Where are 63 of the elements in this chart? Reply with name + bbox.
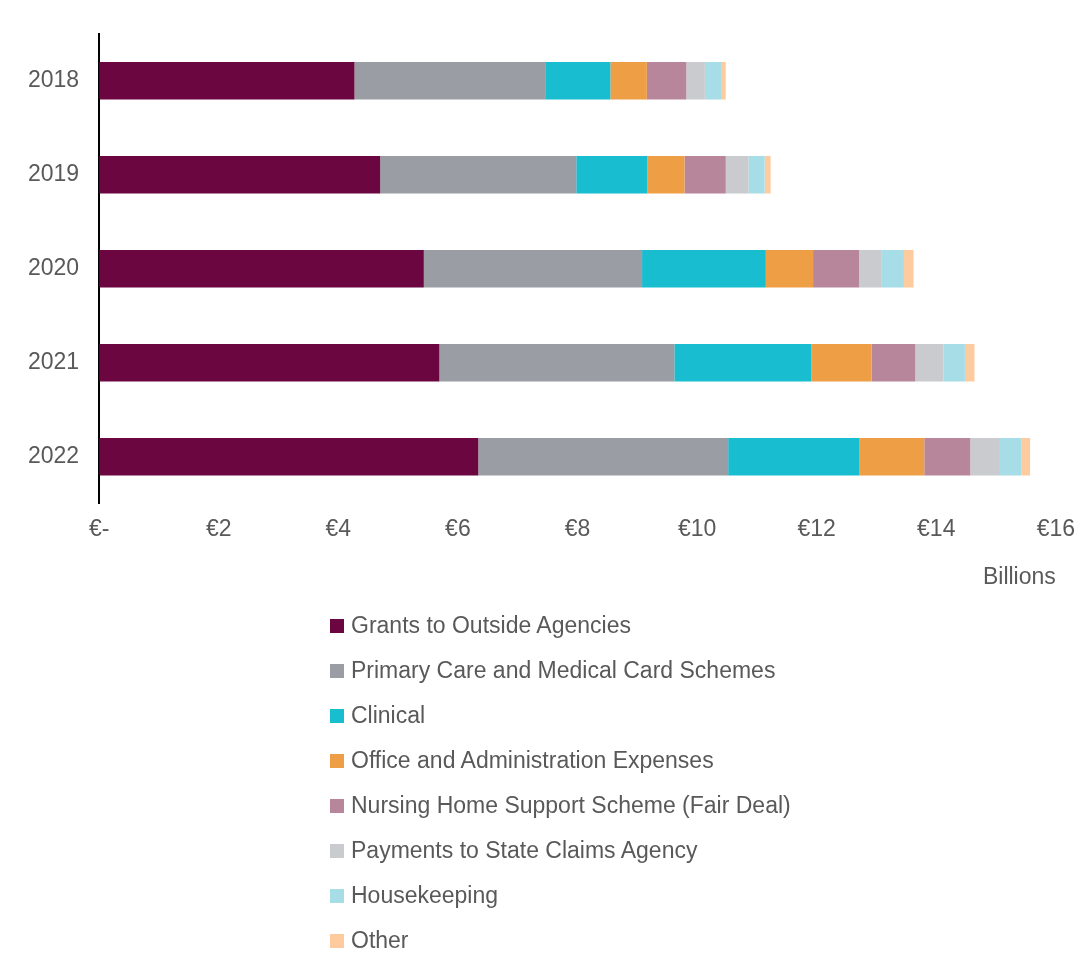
y-tick-label: 2022 — [27, 442, 80, 469]
bar — [881, 250, 904, 288]
bar — [871, 344, 916, 382]
bar — [943, 344, 965, 382]
bar — [704, 62, 721, 100]
x-tick-label: €6 — [445, 514, 471, 541]
legend-label: Clinical — [351, 702, 426, 729]
legend-label: Housekeeping — [351, 882, 499, 909]
x-tick-label: €8 — [564, 514, 591, 541]
bar — [915, 344, 944, 382]
bar — [964, 344, 975, 382]
legend-label: Grants to Outside Agencies — [351, 612, 631, 639]
bar — [686, 62, 705, 100]
x-tick-label: €- — [88, 514, 110, 541]
bar — [545, 62, 611, 100]
bar — [728, 438, 860, 476]
bar — [970, 438, 1000, 476]
bar — [646, 62, 687, 100]
legend-label: Office and Administration Expenses — [351, 747, 714, 774]
bar — [684, 156, 726, 194]
x-tick-label: €10 — [677, 514, 717, 541]
x-tick-label: €2 — [205, 514, 232, 541]
bar — [380, 156, 577, 194]
bar — [811, 344, 872, 382]
x-tick-label: €16 — [1036, 514, 1075, 541]
bar — [439, 344, 675, 382]
bar — [924, 438, 971, 476]
bar — [859, 250, 882, 288]
x-tick-label: €14 — [917, 514, 956, 541]
legend-label: Nursing Home Support Scheme (Fair Deal) — [351, 792, 791, 819]
bar — [725, 156, 749, 194]
bar — [99, 438, 479, 476]
bar — [1021, 438, 1031, 476]
legend-label: Primary Care and Medical Card Schemes — [351, 657, 776, 684]
y-tick-label: 2019 — [27, 160, 80, 187]
legend-label: Other — [351, 927, 409, 954]
bar — [765, 250, 814, 288]
bar — [99, 250, 424, 288]
bar — [642, 250, 766, 288]
bar — [903, 250, 914, 288]
bar — [813, 250, 860, 288]
bar — [99, 344, 440, 382]
bar — [99, 62, 355, 100]
x-tick-label: €4 — [325, 514, 352, 541]
y-tick-label: 2020 — [27, 254, 80, 281]
bar — [576, 156, 648, 194]
bar — [99, 156, 381, 194]
bar — [764, 156, 771, 194]
bar — [720, 62, 726, 100]
bar — [478, 438, 729, 476]
bar — [999, 438, 1022, 476]
bar — [610, 62, 647, 100]
x-axis-title: Billions — [982, 562, 1056, 589]
legend-label: Payments to State Claims Agency — [351, 837, 698, 864]
bar — [748, 156, 765, 194]
bar — [354, 62, 546, 100]
bar — [423, 250, 643, 288]
bar — [859, 438, 925, 476]
bar — [674, 344, 812, 382]
y-tick-label: 2018 — [27, 66, 80, 93]
bar — [647, 156, 685, 194]
y-tick-label: 2021 — [27, 348, 80, 375]
x-tick-label: €12 — [797, 514, 836, 541]
